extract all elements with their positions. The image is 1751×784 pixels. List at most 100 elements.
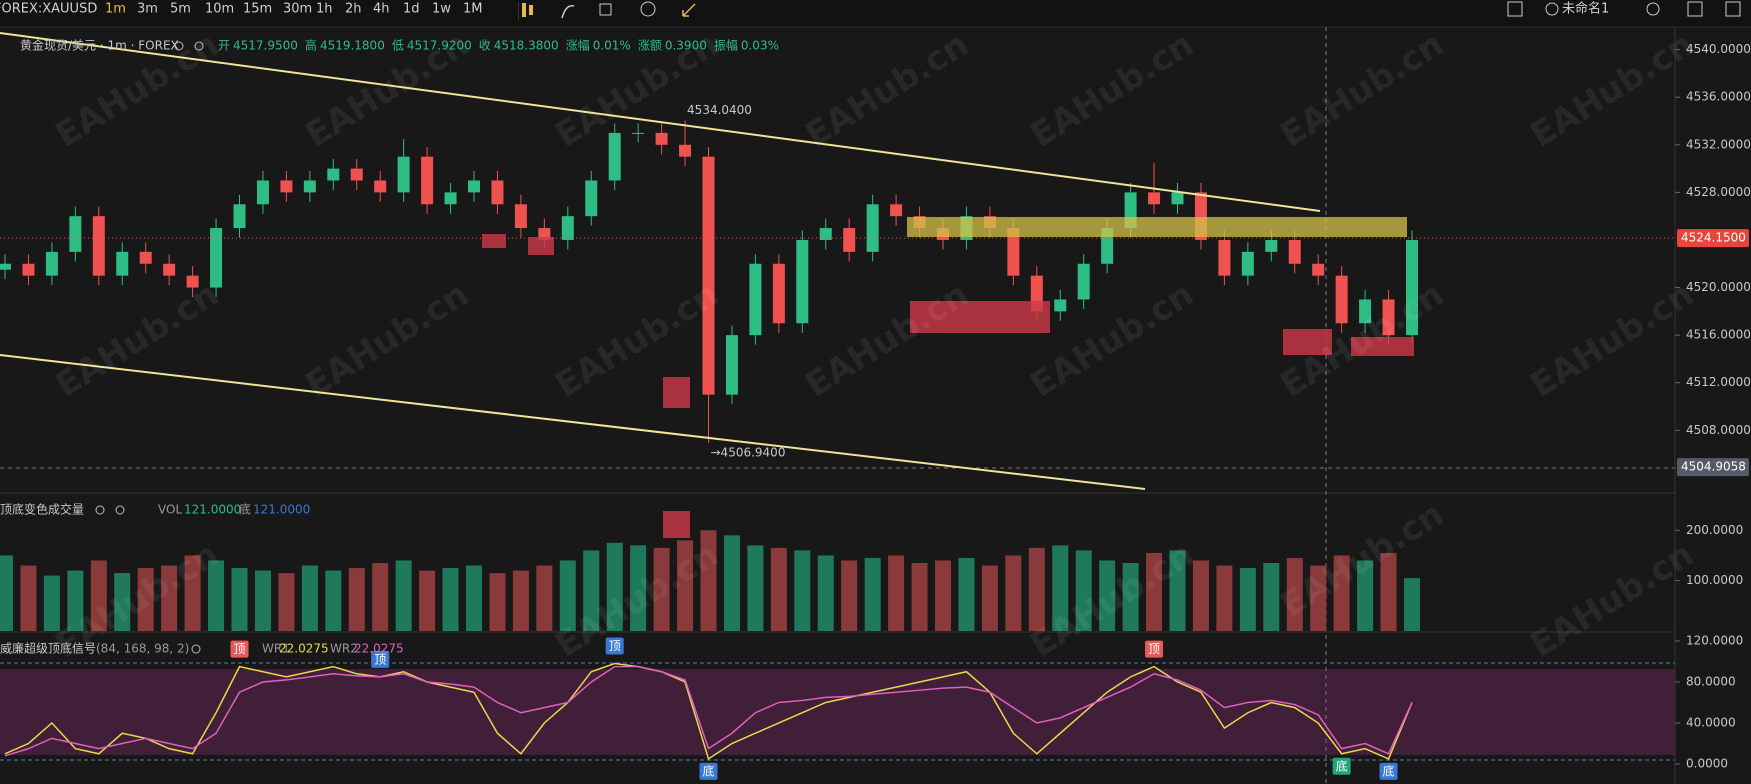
y-tick-label: 4508.0000 <box>1686 423 1751 437</box>
eye-icon[interactable] <box>174 41 184 51</box>
ohlc-label: 低 <box>392 39 404 53</box>
candle-body <box>866 204 879 252</box>
ohlc-value: 4517.9500 <box>233 39 298 53</box>
candle-body <box>702 156 715 395</box>
volume-bar <box>20 565 37 631</box>
layout-name[interactable]: 未命名1 <box>1562 1 1609 17</box>
volume-bar <box>700 530 717 631</box>
settings-icon[interactable] <box>1646 2 1660 16</box>
volume-bar <box>841 560 858 631</box>
volume-bar <box>864 557 881 631</box>
volume-bar <box>1404 578 1420 631</box>
fullscreen-icon[interactable] <box>1687 1 1703 17</box>
cloud-icon[interactable] <box>1545 2 1559 16</box>
interval[interactable]: 30m <box>283 2 312 17</box>
candle-body <box>92 216 105 276</box>
volume-bar <box>67 570 84 631</box>
signal-box <box>1332 757 1351 775</box>
volume-bar <box>1310 565 1327 631</box>
volume-bar <box>372 563 389 631</box>
candle-body <box>444 192 457 205</box>
interval[interactable]: 10m <box>205 2 234 17</box>
candle-body <box>538 228 551 240</box>
candle-body <box>1148 192 1161 205</box>
volume-bar <box>1052 545 1069 631</box>
candle-body <box>69 216 82 252</box>
volume-bar <box>1263 563 1280 631</box>
signal-box <box>699 762 718 780</box>
eye-icon[interactable] <box>191 644 201 654</box>
volume-bar <box>817 555 834 631</box>
panel-icon[interactable] <box>1725 1 1741 17</box>
interval[interactable]: 1h <box>316 2 333 17</box>
y-tick-label: 4516.0000 <box>1686 328 1751 342</box>
interval[interactable]: 5m <box>170 2 191 17</box>
support-box <box>528 237 554 255</box>
add-icon[interactable] <box>640 1 656 17</box>
draw-icon[interactable] <box>682 3 696 17</box>
volume-bar <box>1099 560 1116 631</box>
symbol[interactable]: FOREX:XAUUSD <box>0 2 97 17</box>
candle-body <box>0 263 11 270</box>
y-tick-label: 4536.0000 <box>1686 90 1751 104</box>
volume-bar <box>1075 550 1092 631</box>
candle-icon <box>529 5 533 15</box>
volume-bar <box>1239 568 1256 631</box>
candle-body <box>749 263 762 336</box>
volume-bar <box>981 565 998 631</box>
signal-label: 底 <box>1336 758 1348 773</box>
candle-body <box>421 156 434 205</box>
signal-box <box>230 640 249 658</box>
volume-bar <box>512 570 529 631</box>
volume-bar <box>723 535 740 631</box>
ohlc-label: 涨幅 <box>566 38 590 53</box>
eye-icon[interactable] <box>95 505 105 515</box>
interval[interactable]: 4h <box>373 2 390 17</box>
candle-icon[interactable] <box>522 3 526 17</box>
indicator-icon[interactable] <box>561 5 575 19</box>
candle-body <box>1406 239 1418 336</box>
y-tick-label: 80.0000 <box>1686 674 1736 688</box>
interval[interactable]: 3m <box>137 2 158 17</box>
wr1-value: 22.0275 <box>279 642 329 656</box>
signal-label: 顶 <box>609 639 621 653</box>
candle-body <box>374 180 387 193</box>
ohlc-value: 4518.3800 <box>494 39 559 53</box>
interval[interactable]: 1M <box>463 2 483 17</box>
signal-box <box>605 637 624 655</box>
compare-icon[interactable] <box>599 3 612 16</box>
volume-title: 顶底变色成交量 <box>0 502 84 517</box>
y-tick-label: 4540.0000 <box>1686 42 1751 56</box>
candle-body <box>350 168 363 181</box>
volume-bar <box>1357 560 1374 631</box>
y-tick-label: 4512.0000 <box>1686 375 1751 389</box>
candle-body <box>514 204 527 229</box>
interval[interactable]: 15m <box>243 2 272 17</box>
candle-body <box>632 132 645 134</box>
layout-icon[interactable] <box>1507 1 1523 17</box>
volume-bar <box>489 573 506 631</box>
volume-bar <box>630 545 647 631</box>
interval[interactable]: 1d <box>403 2 420 17</box>
last-price-label: 4524.1500 <box>1681 231 1746 245</box>
volume-bar <box>137 568 154 631</box>
volume-bar <box>677 540 694 631</box>
candle-body <box>186 275 199 288</box>
interval[interactable]: 2h <box>345 2 362 17</box>
volume-bar <box>114 573 131 631</box>
volume-bar <box>184 555 201 631</box>
bottom-label: 底 <box>239 502 251 517</box>
gear-icon[interactable] <box>194 41 204 51</box>
volume-bar <box>536 565 553 631</box>
candle-body <box>890 204 903 217</box>
resistance-zone <box>907 217 1407 237</box>
interval[interactable]: 1m <box>105 2 126 17</box>
signal-label: 顶 <box>1148 642 1160 656</box>
volume-bar <box>958 557 975 631</box>
interval[interactable]: 1w <box>432 2 451 17</box>
volume-bar <box>559 560 576 631</box>
gear-icon[interactable] <box>115 505 125 515</box>
